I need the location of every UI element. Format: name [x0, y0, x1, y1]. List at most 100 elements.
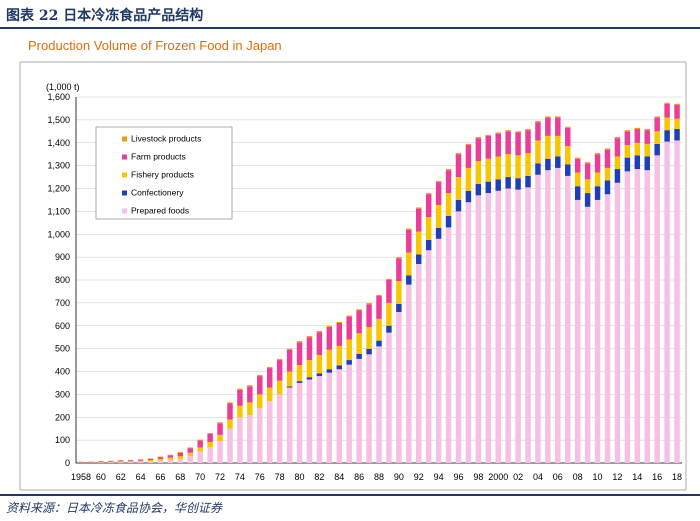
bar-segment-fishery-products — [326, 349, 333, 370]
bar-segment-prepared-foods — [217, 441, 223, 463]
bar-segment-fishery-products — [475, 161, 482, 184]
bar-segment-fishery-products — [525, 153, 531, 176]
bar-segment-farm-products — [247, 386, 253, 403]
bar-segment-prepared-foods — [654, 155, 660, 464]
bar-segment-confectionery — [515, 178, 521, 190]
bar-segment-fishery-products — [416, 231, 422, 255]
bar-segment-fishery-products — [445, 193, 452, 216]
bar-segment-farm-products — [555, 117, 561, 136]
bar-segment-livestock-products — [316, 331, 323, 333]
bar-segment-fishery-products — [336, 345, 342, 366]
bar-segment-confectionery — [396, 304, 402, 313]
bar-segment-confectionery — [425, 239, 432, 251]
y-tick-label: 1,400 — [47, 138, 70, 148]
bar-segment-farm-products — [604, 149, 611, 168]
bar-segment-confectionery — [644, 156, 650, 171]
bar-segment-farm-products — [217, 423, 223, 435]
bar-segment-prepared-foods — [634, 169, 641, 463]
bar-segment-fishery-products — [117, 461, 124, 463]
bar-segment-fishery-products — [654, 131, 660, 144]
bar-segment-livestock-products — [565, 126, 571, 128]
bar-segment-confectionery — [346, 360, 352, 365]
bar-segment-prepared-foods — [346, 364, 352, 463]
bar-segment-prepared-foods — [485, 193, 492, 463]
bar-segment-prepared-foods — [276, 394, 283, 463]
bar-segment-prepared-foods — [177, 458, 184, 463]
bar-segment-fishery-products — [157, 458, 164, 461]
bar-segment-livestock-products — [644, 129, 650, 131]
bar-segment-livestock-products — [237, 388, 243, 390]
bar-segment-livestock-products — [515, 131, 521, 133]
bar-segment-farm-products — [565, 127, 571, 147]
bar-segment-confectionery — [435, 227, 442, 239]
bar-segment-livestock-products — [624, 130, 631, 132]
bar-segment-farm-products — [505, 131, 511, 155]
bar-segment-prepared-foods — [435, 238, 442, 463]
x-tick-label: 80 — [295, 472, 305, 482]
bar-segment-confectionery — [584, 193, 591, 207]
x-tick-label: 96 — [453, 472, 463, 482]
bar-segment-prepared-foods — [257, 408, 263, 463]
x-tick-label: 76 — [255, 472, 265, 482]
y-tick-label: 100 — [55, 435, 70, 445]
bar-segment-confectionery — [574, 186, 581, 200]
bar-segment-confectionery — [634, 155, 641, 170]
bar-segment-fishery-products — [227, 419, 233, 429]
bar-segment-prepared-foods — [465, 202, 472, 463]
bar-segment-prepared-foods — [535, 174, 541, 463]
bar-segment-prepared-foods — [614, 182, 621, 463]
legend-swatch — [122, 208, 127, 214]
bar-segment-fishery-products — [217, 434, 223, 442]
bar-segment-prepared-foods — [336, 369, 342, 463]
bar-segment-farm-products — [435, 182, 442, 205]
bar-segment-farm-products — [326, 326, 333, 350]
bar-segment-livestock-products — [187, 447, 193, 449]
bar-segment-confectionery — [614, 169, 621, 183]
bar-segment-fishery-products — [127, 461, 134, 463]
x-tick-label: 90 — [394, 472, 404, 482]
bar-segment-farm-products — [416, 208, 422, 232]
bar-segment-prepared-foods — [376, 346, 382, 463]
y-axis-ticks: 0 100 200 300 400 500 600 700 800 900 1,000 1,100 1,… — [47, 92, 70, 468]
y-tick-label: 800 — [55, 275, 70, 285]
x-tick-label: 16 — [652, 472, 662, 482]
bar-segment-prepared-foods — [108, 462, 114, 463]
bar-segment-fishery-products — [316, 355, 323, 374]
legend-box — [95, 126, 233, 220]
x-tick-label: 1958 — [71, 472, 91, 482]
x-tick-label: 94 — [434, 472, 444, 482]
bar-segment-fishery-products — [296, 365, 303, 382]
bar-segment-livestock-products — [485, 134, 492, 136]
bar-segment-prepared-foods — [475, 195, 482, 464]
bar-segment-livestock-products — [475, 137, 482, 139]
bar-segment-confectionery — [604, 180, 611, 195]
x-tick-label: 06 — [553, 472, 563, 482]
bar-segment-livestock-products — [584, 162, 591, 164]
bar-segment-prepared-foods — [147, 461, 154, 463]
bar-segment-prepared-foods — [515, 189, 521, 464]
bar-segment-prepared-foods — [396, 312, 402, 463]
bar-segment-prepared-foods — [386, 332, 392, 463]
bar-segment-confectionery — [664, 130, 670, 142]
bar-segment-livestock-products — [227, 402, 233, 404]
chart-title: Production Volume of Frozen Food in Japa… — [28, 38, 282, 53]
bar-segment-farm-products — [406, 229, 412, 253]
bar-segment-livestock-products — [465, 143, 472, 146]
chart-border — [19, 61, 687, 491]
bar-segment-livestock-products — [356, 309, 362, 311]
bar-segment-livestock-products — [455, 153, 462, 155]
bar-segment-livestock-products — [654, 116, 660, 118]
bar-segment-confectionery — [594, 186, 601, 200]
bar-segment-confectionery — [674, 129, 680, 141]
bar-segment-confectionery — [555, 156, 561, 168]
bar-segment-confectionery — [455, 199, 462, 212]
legend-swatch — [122, 136, 127, 142]
bar-segment-livestock-products — [197, 439, 203, 441]
bar-segment-livestock-products — [594, 153, 601, 155]
bar-segment-prepared-foods — [296, 382, 303, 463]
bar-segment-prepared-foods — [644, 170, 650, 463]
bar-segment-livestock-products — [296, 341, 303, 343]
bar-segment-confectionery — [356, 353, 362, 359]
x-tick-label: 92 — [414, 472, 424, 482]
bar-segment-fishery-products — [207, 441, 213, 447]
